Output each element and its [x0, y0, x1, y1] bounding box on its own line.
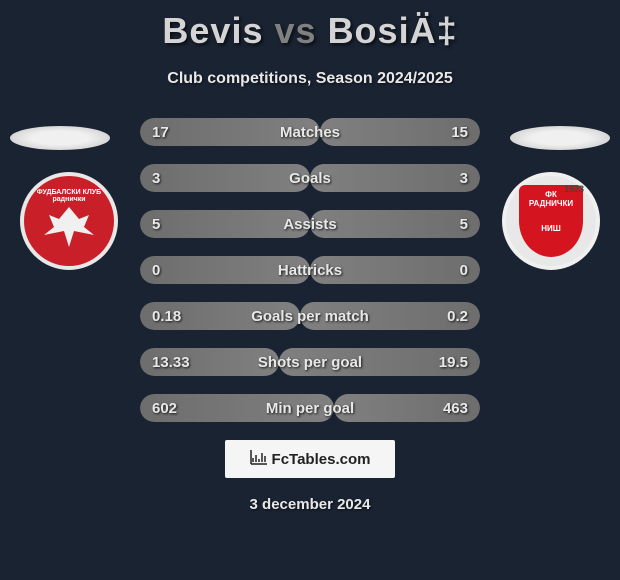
comparison-title: Bevis vs BosiÄ‡ [0, 0, 620, 52]
shield-line2: РАДНИЧКИ [529, 200, 573, 209]
stat-label: Matches [280, 124, 340, 141]
stat-row: 3 Goals 3 [140, 164, 480, 192]
stat-label: Min per goal [266, 400, 354, 417]
stat-value-left: 5 [152, 216, 160, 233]
stat-row: 602 Min per goal 463 [140, 394, 480, 422]
stat-value-left: 602 [152, 400, 177, 417]
stat-row: 17 Matches 15 [140, 118, 480, 146]
stat-value-left: 17 [152, 124, 169, 141]
stat-value-left: 13.33 [152, 354, 190, 371]
eagle-icon [44, 207, 94, 247]
stats-container: 17 Matches 15 3 Goals 3 5 Assists 5 0 Hattricks 0 0.… [140, 118, 480, 422]
shield-line3: НИШ [541, 225, 561, 234]
stat-label: Goals [289, 170, 331, 187]
stat-value-right: 0.2 [447, 308, 468, 325]
stat-label: Hattricks [278, 262, 342, 279]
badge-left-line2: раднички [52, 196, 85, 203]
stat-value-left: 0 [152, 262, 160, 279]
stat-label: Assists [283, 216, 336, 233]
club-badge-left: ФУДБАЛСКИ КЛУБ раднички [20, 172, 118, 270]
stat-row: 0 Hattricks 0 [140, 256, 480, 284]
oval-shadow-right [510, 126, 610, 150]
footer-date: 3 december 2024 [0, 496, 620, 513]
stat-bar-left [140, 164, 310, 192]
stat-value-left: 3 [152, 170, 160, 187]
stat-label: Goals per match [251, 308, 369, 325]
badge-left-line1: ФУДБАЛСКИ КЛУБ [37, 189, 101, 196]
badge-left-toptext: ФУДБАЛСКИ КЛУБ раднички [37, 189, 101, 203]
stat-value-right: 5 [460, 216, 468, 233]
stat-value-right: 19.5 [439, 354, 468, 371]
stat-value-right: 463 [443, 400, 468, 417]
stat-value-right: 15 [451, 124, 468, 141]
stat-value-right: 0 [460, 262, 468, 279]
oval-shadow-left [10, 126, 110, 150]
club-badge-right: 1923 ФК РАДНИЧКИ НИШ [502, 172, 600, 270]
footer-logo: FcTables.com [225, 440, 395, 478]
player1-name: Bevis [162, 10, 263, 51]
shield-icon: ФК РАДНИЧКИ НИШ [519, 185, 583, 257]
footer-logo-text: FcTables.com [272, 451, 371, 468]
stat-label: Shots per goal [258, 354, 362, 371]
stat-value-left: 0.18 [152, 308, 181, 325]
stat-value-right: 3 [460, 170, 468, 187]
subtitle: Club competitions, Season 2024/2025 [0, 70, 620, 88]
badge-right-year: 1923 [564, 184, 584, 194]
stat-row: 13.33 Shots per goal 19.5 [140, 348, 480, 376]
stat-row: 0.18 Goals per match 0.2 [140, 302, 480, 330]
player2-name: BosiÄ‡ [328, 10, 458, 51]
stat-row: 5 Assists 5 [140, 210, 480, 238]
stat-bar-right [310, 164, 480, 192]
vs-text: vs [275, 10, 317, 51]
chart-icon [250, 449, 268, 470]
